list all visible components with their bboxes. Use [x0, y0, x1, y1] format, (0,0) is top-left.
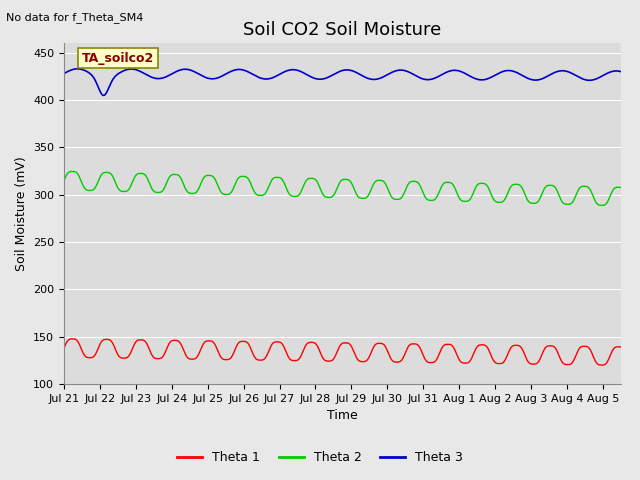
- Title: Soil CO2 Soil Moisture: Soil CO2 Soil Moisture: [243, 21, 442, 39]
- X-axis label: Time: Time: [327, 409, 358, 422]
- Legend: Theta 1, Theta 2, Theta 3: Theta 1, Theta 2, Theta 3: [172, 446, 468, 469]
- Y-axis label: Soil Moisture (mV): Soil Moisture (mV): [15, 156, 28, 271]
- Text: TA_soilco2: TA_soilco2: [82, 52, 154, 65]
- Text: No data for f_Theta_SM4: No data for f_Theta_SM4: [6, 12, 144, 23]
